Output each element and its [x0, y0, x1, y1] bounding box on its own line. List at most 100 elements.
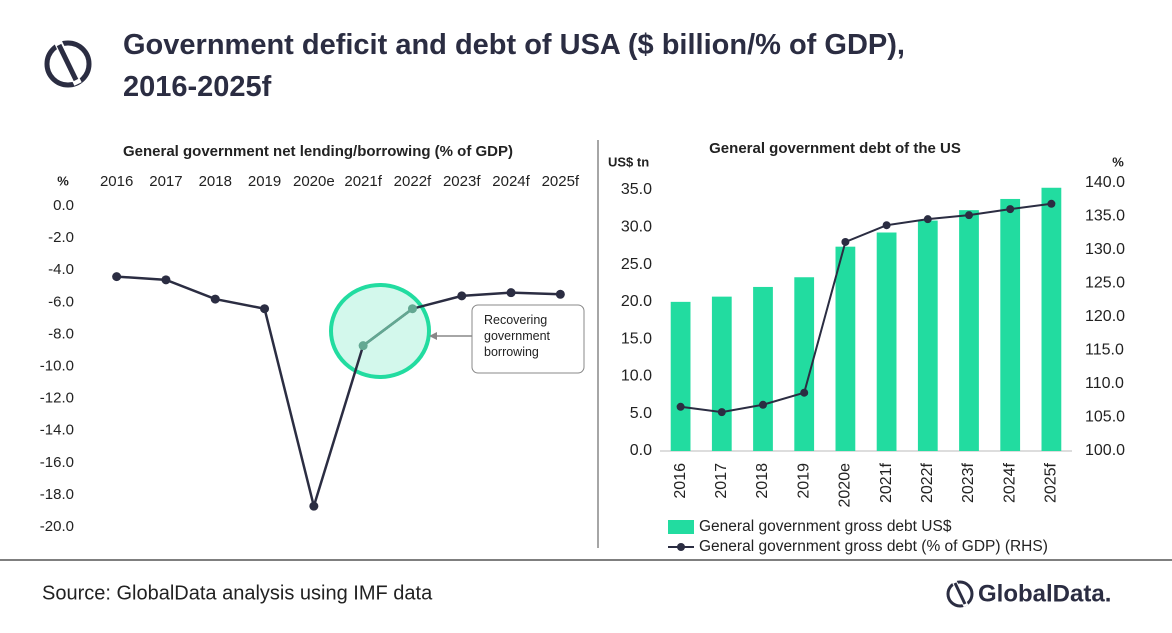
annotation: Recovering government borrowing: [484, 313, 551, 359]
y-tick-label: -14.0: [40, 422, 74, 439]
y2-tick-label: 140.0: [1085, 174, 1125, 191]
bar: [711, 296, 732, 451]
x-tick-label: 2019: [795, 463, 812, 499]
y-tick-label: -6.0: [48, 293, 74, 310]
y-tick-label: -12.0: [40, 390, 74, 407]
y-tick-label: 10.0: [621, 368, 652, 385]
bar: [1000, 198, 1021, 451]
y2-tick-label: 130.0: [1085, 241, 1125, 258]
source: Source: GlobalData analysis using IMF da…: [42, 582, 433, 604]
x-tick-label: 2017: [149, 173, 182, 190]
y-tick-label: -10.0: [40, 357, 74, 374]
marker: [210, 294, 220, 304]
y2-tick-label: 105.0: [1085, 409, 1125, 426]
y2-tick-label: 120.0: [1085, 308, 1125, 325]
x-tick-label: 2024f: [1001, 462, 1018, 503]
chart-title: General government debt of the US: [709, 140, 961, 157]
x-tick-label: 2021f: [878, 462, 895, 503]
legend-marker: [677, 543, 685, 551]
x-tick-label: 2025f: [1043, 462, 1060, 503]
x-tick-label: 2017: [713, 463, 730, 499]
y2-axis-label: %: [1112, 154, 1124, 169]
x-tick-label: 2018: [754, 463, 771, 499]
x-tick-label: 2022f: [394, 173, 432, 190]
y-axis-label: US$ tn: [608, 154, 649, 169]
y-tick-label: 0.0: [53, 197, 74, 214]
bar: [753, 286, 773, 451]
marker: [759, 400, 767, 409]
x-tick-label: 2020e: [837, 463, 854, 508]
y2-tick-label: 110.0: [1085, 375, 1124, 392]
marker: [841, 237, 850, 246]
x-tick-label: 2023f: [960, 462, 977, 503]
annotation-box: [471, 304, 585, 374]
bar: [794, 277, 815, 451]
x-tick-label: 2018: [199, 173, 232, 190]
bar: [876, 232, 897, 451]
y-tick-label: -4.0: [48, 261, 74, 278]
y-tick-label: 5.0: [630, 405, 652, 422]
marker: [358, 341, 368, 351]
y2-tick-label: 115.0: [1085, 342, 1124, 359]
marker: [260, 304, 270, 314]
y-tick-label: 15.0: [621, 330, 652, 347]
marker: [161, 275, 171, 285]
line: [116, 275, 561, 511]
y-tick-label: 20.0: [621, 293, 652, 310]
logo-icon: [44, 40, 92, 88]
marker: [717, 408, 726, 417]
x-tick-label: 2019: [248, 173, 281, 190]
brand-icon: [946, 579, 974, 608]
y-tick-label: 0.0: [630, 442, 652, 459]
marker: [676, 402, 685, 411]
y2-tick-label: 135.0: [1085, 208, 1125, 225]
legend-label: General government gross debt US$: [699, 518, 952, 535]
bar: [670, 301, 691, 451]
x-tick-label: 2023f: [443, 173, 481, 190]
marker: [1006, 205, 1015, 214]
x-tick-label: 2021f: [344, 173, 382, 190]
y-tick-label: 35.0: [621, 181, 652, 198]
y-tick-label: -8.0: [48, 325, 74, 342]
bar: [959, 210, 979, 451]
y-tick-label: -18.0: [40, 486, 74, 503]
brand: GlobalData.: [978, 580, 1111, 607]
marker: [923, 215, 932, 224]
legend-label: General government gross debt (% of GDP)…: [699, 538, 1048, 555]
marker: [800, 388, 809, 397]
bar: [917, 220, 938, 451]
x-tick-label: 2025f: [542, 173, 580, 190]
arrow-head: [429, 332, 437, 340]
y-tick-label: 30.0: [621, 219, 652, 236]
marker: [882, 221, 891, 230]
x-tick-label: 2020e: [293, 173, 335, 190]
page-title: Government deficit and debt of USA ($ bi…: [123, 29, 905, 103]
marker: [309, 501, 319, 511]
marker: [112, 272, 122, 282]
y2-tick-label: 125.0: [1085, 275, 1125, 292]
chart-title: General government net lending/borrowing…: [123, 143, 513, 160]
highlight-circle: [329, 283, 431, 379]
line: [680, 202, 1052, 414]
bar: [835, 246, 856, 451]
x-tick-label: 2016: [100, 173, 133, 190]
marker: [555, 289, 565, 299]
x-tick-label: 2024f: [492, 173, 530, 190]
marker: [1047, 199, 1056, 208]
highlight-segment: [362, 307, 414, 347]
y-tick-label: -2.0: [48, 229, 74, 246]
y-tick-label: -20.0: [40, 518, 74, 535]
x-tick-label: 2016: [672, 463, 689, 499]
marker: [407, 304, 417, 314]
y2-tick-label: 100.0: [1085, 442, 1125, 459]
y-tick-label: 25.0: [621, 256, 652, 273]
marker: [457, 291, 467, 301]
legend-swatch: [668, 520, 694, 534]
x-tick-label: 2022f: [919, 462, 936, 503]
marker: [965, 211, 973, 220]
bar: [1041, 187, 1062, 451]
y-axis-label: %: [57, 173, 69, 188]
y-tick-label: -16.0: [40, 454, 74, 471]
marker: [506, 288, 516, 298]
